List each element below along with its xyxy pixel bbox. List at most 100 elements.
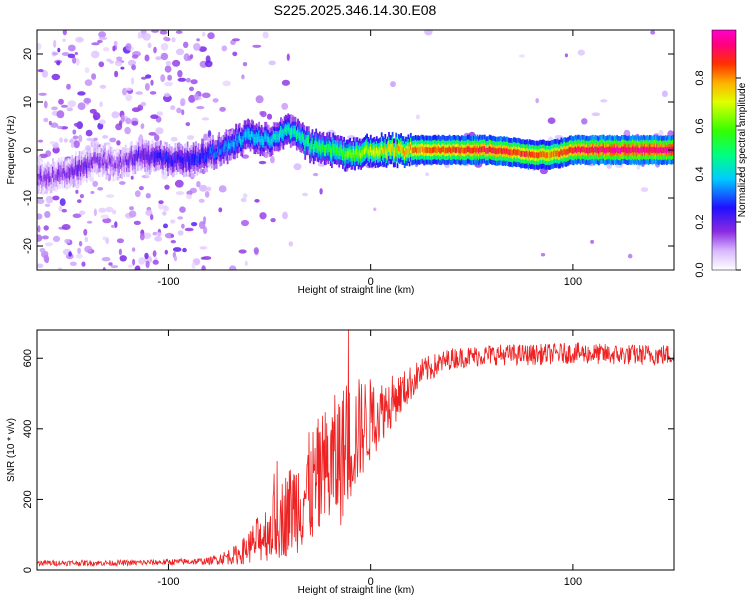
spectrogram-cell bbox=[175, 30, 183, 34]
spectrogram-ridge-segment bbox=[203, 155, 206, 162]
spectrogram-cell bbox=[100, 214, 109, 220]
spectrogram-ridge-segment bbox=[44, 175, 47, 181]
spectrogram-cell bbox=[181, 223, 185, 229]
spectrogram-ridge-segment bbox=[139, 153, 142, 159]
spectrogram-ridge-segment bbox=[420, 146, 423, 152]
spectrogram-cell bbox=[176, 107, 182, 114]
spectrogram-cell bbox=[85, 129, 93, 137]
spectrogram-ridge-segment bbox=[100, 154, 103, 161]
spectrogram-cell bbox=[242, 62, 248, 67]
spectrogram-ridge-segment bbox=[361, 150, 364, 157]
spectrogram-ridge-segment bbox=[206, 154, 208, 161]
spectrogram-cell bbox=[547, 117, 556, 124]
spectrogram-ridge-segment bbox=[221, 146, 224, 153]
spectrogram-cell bbox=[262, 31, 269, 39]
spectrogram-ridge-segment bbox=[134, 156, 137, 163]
spectrogram-ridge-segment bbox=[87, 159, 89, 166]
spectrogram-ridge-segment bbox=[105, 162, 108, 168]
spectrogram-ridge-segment bbox=[167, 158, 169, 165]
spectrogram-cell bbox=[90, 50, 100, 59]
spectrogram-ridge-segment bbox=[386, 148, 389, 154]
spectrogram-cell bbox=[135, 265, 140, 270]
spectrogram-cell bbox=[98, 36, 108, 40]
spectrogram-ridge-segment bbox=[606, 146, 609, 153]
spectrogram-ridge-segment bbox=[133, 156, 136, 163]
spectrogram-ridge-segment bbox=[493, 147, 496, 154]
spectrogram-ridge-segment bbox=[607, 146, 610, 153]
spectrogram-ridge-segment bbox=[60, 168, 63, 175]
spectrogram-ridge-segment bbox=[590, 146, 593, 153]
spectrogram-ridge-segment bbox=[599, 146, 601, 153]
spectrogram-ridge-segment bbox=[537, 152, 540, 159]
spectrogram-cell bbox=[424, 30, 433, 36]
spectrogram-cell bbox=[67, 44, 76, 52]
spectrogram-cell bbox=[581, 118, 588, 125]
spectrogram-ridge-segment bbox=[513, 148, 515, 155]
spectrogram-cell bbox=[158, 200, 164, 205]
spectrogram-ridge-segment bbox=[264, 133, 267, 140]
spectrogram-ridge-segment bbox=[425, 147, 428, 153]
spectrogram-ridge-segment bbox=[269, 139, 271, 146]
spectrogram-ridge-segment bbox=[257, 136, 259, 143]
spectrogram-ridge-segment bbox=[77, 167, 80, 173]
spectrogram-ridge-segment bbox=[567, 148, 570, 155]
spectrogram-cell bbox=[238, 249, 247, 254]
spectrogram-ridge-segment bbox=[71, 166, 74, 173]
spectrogram-ridge-segment bbox=[43, 173, 46, 180]
spectrogram-ridge-segment bbox=[391, 143, 394, 150]
spectrogram-y-axis-label: Frequency (Hz) bbox=[6, 116, 17, 185]
spectrogram-cell bbox=[535, 98, 539, 104]
spectrogram-ridge-segment bbox=[616, 146, 618, 153]
spectrogram-ridge-segment bbox=[458, 147, 461, 154]
spectrogram-ridge-segment bbox=[350, 152, 353, 159]
spectrogram-ridge-segment bbox=[338, 150, 341, 156]
spectrogram-ridge-segment bbox=[214, 151, 217, 158]
spectrogram-cell bbox=[105, 206, 114, 213]
spectrogram-cell bbox=[150, 114, 159, 119]
spectrogram-cell bbox=[266, 113, 273, 120]
spectrogram-ridge-segment bbox=[530, 151, 532, 158]
snr-x-axis-label: Height of straight line (km) bbox=[298, 585, 415, 596]
spectrogram-ridge-segment bbox=[644, 147, 646, 153]
spectrogram-cell bbox=[302, 192, 308, 197]
spectrogram-ridge-segment bbox=[173, 159, 176, 166]
spectrogram-ridge-segment bbox=[155, 153, 157, 160]
spectrogram-cell bbox=[254, 199, 260, 203]
spectrogram-ridge-segment bbox=[299, 134, 302, 141]
spectrogram-ridge-segment bbox=[55, 174, 58, 181]
spectrogram-ridge-segment bbox=[577, 146, 580, 153]
snr-x-tick-label: 0 bbox=[368, 576, 374, 588]
spectrogram-ridge-segment bbox=[519, 150, 521, 156]
spectrogram-cell bbox=[173, 255, 178, 262]
spectrogram-cell bbox=[76, 58, 80, 66]
spectrogram-cell bbox=[207, 32, 215, 40]
spectrogram-cell bbox=[175, 191, 185, 196]
spectrogram-ridge-segment bbox=[178, 153, 180, 160]
spectrogram-ridge-segment bbox=[362, 149, 365, 156]
spectrogram-cell bbox=[658, 129, 664, 138]
spectrogram-cell bbox=[145, 193, 151, 199]
spectrogram-cell bbox=[183, 41, 189, 48]
spectrogram-cell bbox=[77, 247, 81, 254]
spectrogram-ridge-segment bbox=[220, 148, 223, 155]
spectrogram-ridge-segment bbox=[407, 145, 410, 152]
spectrogram-ridge-segment bbox=[90, 159, 93, 166]
spectrogram-ridge-segment bbox=[503, 147, 506, 154]
spectrogram-ridge-segment bbox=[527, 152, 530, 159]
spectrogram-cell bbox=[39, 153, 48, 159]
spectrogram-cell bbox=[205, 60, 213, 68]
spectrogram-cell bbox=[53, 39, 57, 48]
spectrogram-cell bbox=[286, 53, 290, 61]
spectrogram-ridge-segment bbox=[543, 151, 546, 158]
spectrogram-cell bbox=[140, 101, 147, 107]
spectrogram-ridge-segment bbox=[355, 149, 358, 155]
spectrogram-cell bbox=[67, 53, 76, 59]
spectrogram-ridge-segment bbox=[127, 159, 129, 166]
spectrogram-ridge-segment bbox=[613, 146, 616, 153]
spectrogram-cell bbox=[189, 54, 194, 59]
spectrogram-ridge-segment bbox=[658, 147, 661, 154]
spectrogram-ridge-segment bbox=[456, 147, 458, 153]
spectrogram-ridge-segment bbox=[59, 171, 62, 178]
spectrogram-cell bbox=[177, 70, 183, 78]
spectrogram-cell bbox=[144, 54, 150, 62]
